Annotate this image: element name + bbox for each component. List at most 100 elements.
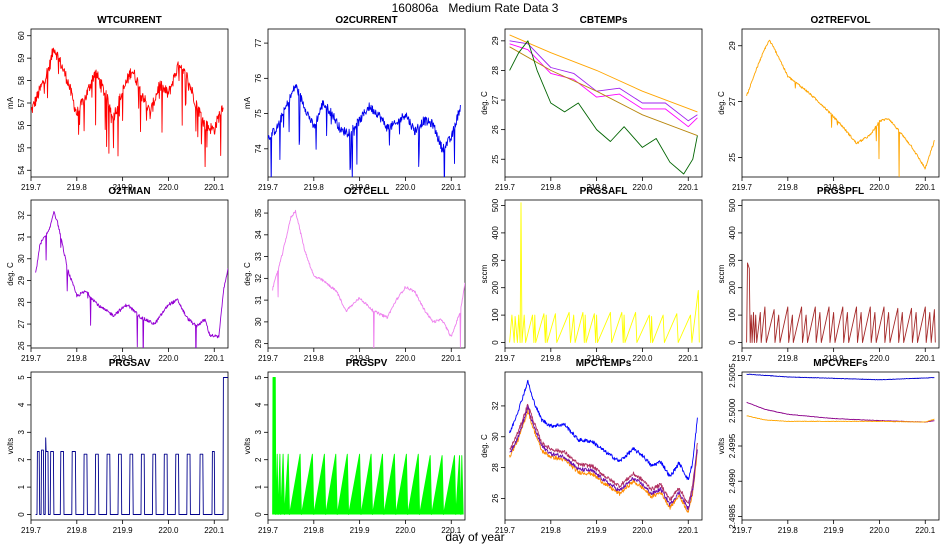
x-tick-label: 219.9 (587, 183, 608, 192)
x-tick-label: 220.0 (158, 183, 179, 192)
panel-prgspv: PRGSPV 0 1 2 3 4 5 volts 219.7 219.8 219.9 220.0 220… (243, 358, 466, 535)
y-tick-label: 100 (491, 308, 500, 322)
x-tick-label: 219.7 (732, 183, 753, 192)
y-tick-label: 34 (254, 230, 263, 239)
x-tick-label: 220.0 (395, 183, 416, 192)
panel-o2tman: O2TMAN 26 27 28 29 30 31 32 deg. C 219.7 219.8 219.… (6, 186, 229, 363)
y-tick-label: 4 (17, 402, 26, 407)
series-line (268, 84, 461, 177)
x-tick-label: 219.7 (495, 183, 516, 192)
panel-wtcurrent: WTCURRENT 54 55 56 57 58 59 60 mA 219.7 219.8 219.9… (6, 15, 229, 192)
panel-title: O2CURRENT (335, 15, 397, 26)
x-tick-label: 219.8 (67, 183, 88, 192)
x-tick-label: 219.8 (304, 183, 325, 192)
y-tick-label: 5 (254, 375, 263, 380)
y-axis-label: deg. C (480, 434, 489, 458)
y-tick-label: 200 (491, 280, 500, 294)
x-tick-label: 219.9 (824, 183, 845, 192)
plot-frame (30, 199, 229, 349)
y-tick-label: 29 (254, 339, 263, 348)
x-tick-label: 219.7 (21, 354, 42, 363)
plot-frame (30, 28, 229, 178)
x-tick-label: 219.9 (824, 526, 845, 535)
y-tick-label: 28 (17, 297, 26, 306)
y-tick-label: 2.4985 (728, 504, 737, 529)
y-tick-label: 0 (17, 512, 26, 517)
series-line (509, 34, 698, 113)
y-tick-label: 33 (254, 252, 263, 261)
y-tick-label: 30 (17, 254, 26, 263)
y-axis-label: volts (243, 438, 252, 454)
y-tick-label: 54 (17, 165, 26, 174)
x-tick-label: 219.8 (304, 526, 325, 535)
plot-frame (741, 199, 940, 349)
y-tick-label: 1 (254, 484, 263, 489)
panel-title: MPCVREFs (813, 358, 868, 369)
y-axis-label: volts (717, 438, 726, 454)
x-tick-label: 220.1 (204, 354, 225, 363)
panel-title: PRGSPV (346, 358, 388, 369)
series-line (35, 211, 228, 348)
y-tick-label: 500 (491, 198, 500, 212)
panel-title: PRGSAV (109, 358, 151, 369)
y-tick-label: 0 (491, 340, 500, 345)
series-line (509, 409, 698, 513)
y-tick-label: 30 (491, 432, 500, 441)
y-tick-label: 58 (17, 76, 26, 85)
panel-title: CBTEMPs (580, 15, 628, 26)
x-tick-label: 219.7 (258, 354, 279, 363)
x-tick-label: 220.0 (869, 183, 890, 192)
y-tick-label: 400 (728, 226, 737, 240)
x-tick-label: 219.9 (350, 526, 371, 535)
x-tick-label: 219.7 (732, 526, 753, 535)
x-tick-label: 220.1 (678, 183, 699, 192)
y-tick-label: 32 (254, 273, 263, 282)
y-tick-label: 25 (491, 154, 500, 163)
plot-frame (504, 199, 703, 349)
x-tick-label: 219.9 (587, 526, 608, 535)
x-tick-label: 219.8 (778, 183, 799, 192)
y-axis-label: sccm (480, 264, 489, 283)
y-tick-label: 0 (728, 340, 737, 345)
x-tick-label: 219.8 (778, 354, 799, 363)
plot-frame (741, 28, 940, 178)
x-tick-label: 220.1 (915, 183, 936, 192)
plot-frame (30, 371, 229, 521)
x-tick-label: 220.1 (678, 526, 699, 535)
x-tick-label: 220.1 (441, 183, 462, 192)
y-tick-label: 2.4990 (728, 468, 737, 493)
y-tick-label: 2 (254, 457, 263, 462)
y-tick-label: 77 (254, 38, 263, 47)
panel-title: PRGSPFL (817, 186, 864, 197)
y-tick-label: 35 (254, 208, 263, 217)
panel-cbtemps: CBTEMPs 25 26 27 28 29 deg. C 219.7 219.8 219.9 22… (480, 15, 703, 192)
y-axis-label: deg. C (243, 262, 252, 286)
y-axis-label: deg. C (717, 91, 726, 115)
y-tick-label: 5 (17, 375, 26, 380)
x-tick-label: 219.9 (587, 354, 608, 363)
y-tick-label: 75 (254, 109, 263, 118)
series-line (509, 405, 698, 511)
x-tick-label: 220.0 (632, 354, 653, 363)
x-axis-label: day of year (445, 530, 505, 544)
x-tick-label: 220.1 (204, 183, 225, 192)
y-tick-label: 31 (254, 295, 263, 304)
x-tick-label: 220.1 (915, 354, 936, 363)
y-tick-label: 27 (17, 319, 26, 328)
series-line (509, 40, 698, 122)
series-line (509, 43, 698, 128)
series-line (272, 377, 464, 515)
x-tick-label: 219.8 (541, 354, 562, 363)
x-tick-label: 220.0 (632, 183, 653, 192)
y-tick-label: 27 (491, 95, 500, 104)
y-tick-label: 60 (17, 31, 26, 40)
y-tick-label: 28 (491, 463, 500, 472)
y-tick-label: 57 (17, 98, 26, 107)
series-line (746, 262, 936, 343)
series-line (746, 39, 935, 177)
y-axis-label: deg. C (480, 91, 489, 115)
series-line (35, 377, 228, 515)
x-tick-label: 219.9 (350, 354, 371, 363)
y-tick-label: 0 (254, 512, 263, 517)
